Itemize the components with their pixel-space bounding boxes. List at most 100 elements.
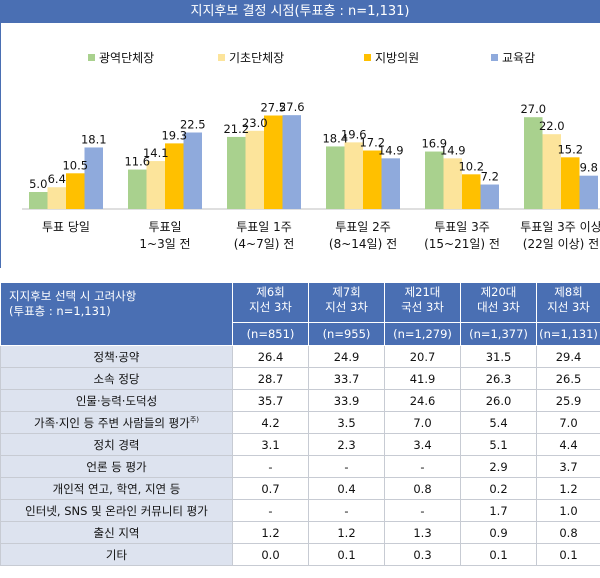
bars-group bbox=[29, 115, 598, 209]
table-cell: 0.3 bbox=[384, 543, 461, 566]
table-cell: 25.9 bbox=[536, 389, 600, 412]
row-label: 인터넷, SNS 및 온라인 커뮤니티 평가 bbox=[0, 499, 233, 522]
table-cell: 1.2 bbox=[232, 521, 309, 544]
bar bbox=[29, 192, 48, 209]
data-label: 19.3 bbox=[161, 128, 187, 142]
bar bbox=[381, 158, 400, 209]
table-cell: 31.5 bbox=[460, 345, 537, 368]
data-label: 21.2 bbox=[223, 122, 249, 136]
table-cell: 3.4 bbox=[384, 433, 461, 456]
table-cell: 29.4 bbox=[536, 345, 600, 368]
column-header: 제21대 국선 3차 (n=1,279) bbox=[384, 282, 461, 346]
table-cell: 28.7 bbox=[232, 367, 309, 390]
column-header: 제8회 지선 3차 (n=1,131) bbox=[536, 282, 600, 346]
bar bbox=[66, 173, 85, 209]
bar bbox=[227, 136, 246, 209]
column-name: 제6회 지선 3차 bbox=[233, 283, 308, 323]
bar bbox=[245, 130, 264, 209]
data-label: 18.1 bbox=[81, 132, 107, 146]
data-label: 27.6 bbox=[279, 100, 305, 114]
table-row: 출신 지역 1.2 1.2 1.3 0.9 0.8 bbox=[0, 521, 600, 544]
data-label: 19.6 bbox=[341, 127, 367, 141]
table-cell: 24.6 bbox=[384, 389, 461, 412]
legend-swatch bbox=[491, 54, 498, 61]
bar bbox=[146, 161, 165, 209]
table-cell: 20.7 bbox=[384, 345, 461, 368]
row-label: 소속 정당 bbox=[0, 367, 233, 390]
column-name: 제8회 지선 3차 bbox=[537, 283, 600, 323]
table-section: 지지후보 선택 시 고려사항 (투표층 : n=1,131) 제6회 지선 3차 … bbox=[0, 282, 600, 566]
table-cell: 26.5 bbox=[536, 367, 600, 390]
row-label: 언론 등 평가 bbox=[0, 455, 233, 478]
data-label: 7.2 bbox=[481, 170, 499, 184]
chart-legend: 광역단체장 기초단체장 지방의원 교육감 bbox=[88, 51, 535, 65]
table-cell: 0.1 bbox=[308, 543, 385, 566]
table-header-title: 지지후보 선택 시 고려사항 bbox=[9, 289, 137, 303]
data-label: 5.0 bbox=[29, 177, 47, 191]
bar bbox=[480, 184, 499, 209]
table-cell: 24.9 bbox=[308, 345, 385, 368]
table-cell: 4.4 bbox=[536, 433, 600, 456]
legend-swatch bbox=[88, 54, 95, 61]
data-label: 9.8 bbox=[580, 161, 598, 175]
bar bbox=[344, 142, 363, 209]
category-label: (22일 이상) 전 bbox=[523, 237, 599, 251]
table-cell: 35.7 bbox=[232, 389, 309, 412]
table-cell: 3.7 bbox=[536, 455, 600, 478]
category-label: 투표일 3주 이상 bbox=[520, 220, 600, 234]
data-label: 16.9 bbox=[421, 137, 447, 151]
legend-label: 지방의원 bbox=[375, 51, 419, 65]
data-label: 11.6 bbox=[124, 155, 150, 169]
considerations-table: 지지후보 선택 시 고려사항 (투표층 : n=1,131) 제6회 지선 3차 … bbox=[0, 282, 600, 566]
table-cell: 33.9 bbox=[308, 389, 385, 412]
category-label: (15~21일) 전 bbox=[424, 237, 500, 251]
table-cell: 0.8 bbox=[536, 521, 600, 544]
data-label: 15.2 bbox=[557, 142, 583, 156]
column-sample-size: (n=1,279) bbox=[393, 327, 452, 341]
row-label: 개인적 연고, 학연, 지연 등 bbox=[0, 477, 233, 500]
data-label: 23.0 bbox=[242, 116, 268, 130]
table-cell: - bbox=[384, 499, 461, 522]
table-cell: 2.9 bbox=[460, 455, 537, 478]
bar bbox=[282, 115, 301, 209]
bar-chart: 광역단체장 기초단체장 지방의원 교육감 5.0 6.410.5 18.1 11.614.1… bbox=[0, 23, 600, 268]
bar bbox=[326, 146, 345, 209]
table-cell: 0.7 bbox=[232, 477, 309, 500]
row-label: 출신 지역 bbox=[0, 521, 233, 544]
column-header: 제7회 지선 3차 (n=955) bbox=[308, 282, 385, 346]
table-cell: 0.0 bbox=[232, 543, 309, 566]
column-name: 제7회 지선 3차 bbox=[309, 283, 384, 323]
table-cell: - bbox=[232, 455, 309, 478]
row-label: 기타 bbox=[0, 543, 233, 566]
table-cell: 5.1 bbox=[460, 433, 537, 456]
data-label: 22.0 bbox=[539, 119, 565, 133]
table-body: 정책·공약 26.4 24.9 20.7 31.5 29.4 소속 정당 28.7 33.7 41… bbox=[0, 345, 600, 566]
category-label: (4~7일) 전 bbox=[234, 237, 295, 251]
column-sample-size: (n=1,377) bbox=[469, 327, 528, 341]
legend-label: 교육감 bbox=[502, 51, 535, 65]
data-label: 14.9 bbox=[440, 143, 466, 157]
table-row: 기타 0.0 0.1 0.3 0.1 0.1 bbox=[0, 543, 600, 566]
column-sample-size: (n=955) bbox=[322, 327, 371, 341]
table-row: 언론 등 평가 - - -2.9 3.7 bbox=[0, 455, 600, 478]
table-cell: 0.2 bbox=[460, 477, 537, 500]
data-label: 10.2 bbox=[458, 159, 484, 173]
row-label: 인물·능력·도덕성 bbox=[0, 389, 233, 412]
bar bbox=[84, 147, 103, 209]
column-header: 제20대 대선 3차 (n=1,377) bbox=[460, 282, 537, 346]
column-sample-size: (n=1,131) bbox=[539, 327, 598, 341]
table-row: 인터넷, SNS 및 온라인 커뮤니티 평가 - - -1.7 1.0 bbox=[0, 499, 600, 522]
table-cell: 3.5 bbox=[308, 411, 385, 434]
bar bbox=[264, 115, 283, 209]
table-cell: 0.8 bbox=[384, 477, 461, 500]
table-header-row: 지지후보 선택 시 고려사항 (투표층 : n=1,131) 제6회 지선 3차 … bbox=[0, 282, 600, 346]
bar bbox=[183, 132, 202, 209]
table-row: 개인적 연고, 학연, 지연 등 0.7 0.4 0.8 0.2 1.2 bbox=[0, 477, 600, 500]
bar bbox=[462, 174, 481, 209]
data-label: 6.4 bbox=[48, 172, 66, 186]
bar bbox=[363, 150, 382, 209]
table-cell: 33.7 bbox=[308, 367, 385, 390]
table-header-label: 지지후보 선택 시 고려사항 (투표층 : n=1,131) bbox=[0, 282, 233, 346]
legend-label: 광역단체장 bbox=[99, 51, 154, 65]
table-cell: 3.1 bbox=[232, 433, 309, 456]
